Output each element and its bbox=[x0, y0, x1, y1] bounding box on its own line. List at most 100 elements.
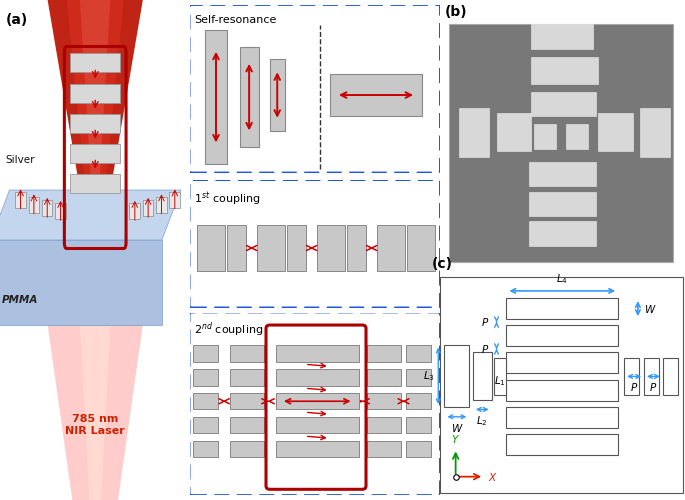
Bar bbox=[317, 224, 345, 272]
Bar bbox=[529, 162, 596, 186]
Text: $X$: $X$ bbox=[488, 470, 497, 482]
Bar bbox=[29, 196, 39, 212]
Bar bbox=[55, 203, 66, 219]
Text: (a): (a) bbox=[5, 12, 28, 26]
Bar bbox=[229, 345, 264, 362]
Bar bbox=[229, 417, 264, 434]
Text: Self-resonance: Self-resonance bbox=[195, 16, 277, 26]
Bar bbox=[532, 56, 598, 84]
Bar bbox=[143, 200, 153, 216]
Bar bbox=[276, 345, 358, 362]
Bar bbox=[367, 417, 401, 434]
Bar bbox=[449, 24, 673, 262]
Text: $P$: $P$ bbox=[630, 382, 638, 394]
Text: $P$: $P$ bbox=[481, 343, 489, 355]
Text: $P$: $P$ bbox=[649, 382, 658, 394]
Bar bbox=[229, 393, 264, 409]
Bar bbox=[506, 352, 618, 373]
Bar bbox=[662, 358, 677, 395]
Bar bbox=[534, 124, 556, 148]
Bar bbox=[156, 196, 166, 212]
Text: $1^{st}$ coupling: $1^{st}$ coupling bbox=[195, 190, 261, 208]
Bar bbox=[367, 345, 401, 362]
Bar bbox=[287, 224, 306, 272]
Polygon shape bbox=[0, 240, 162, 325]
Polygon shape bbox=[48, 325, 143, 500]
Polygon shape bbox=[48, 0, 143, 190]
Bar bbox=[193, 345, 219, 362]
Bar bbox=[473, 352, 492, 400]
Bar bbox=[42, 200, 52, 216]
Text: (b): (b) bbox=[445, 6, 467, 20]
Bar bbox=[506, 298, 618, 319]
Bar bbox=[532, 92, 596, 116]
Bar bbox=[529, 192, 596, 216]
Text: $L_3$: $L_3$ bbox=[423, 369, 434, 382]
Text: PMMA: PMMA bbox=[2, 295, 38, 305]
Bar bbox=[406, 441, 431, 458]
Bar bbox=[71, 174, 120, 193]
Text: $W$: $W$ bbox=[644, 302, 657, 314]
Bar bbox=[169, 192, 180, 208]
Text: Silver: Silver bbox=[5, 155, 35, 165]
Bar bbox=[193, 417, 219, 434]
Bar bbox=[566, 124, 588, 148]
Bar bbox=[205, 30, 227, 164]
Bar bbox=[347, 224, 366, 272]
Bar bbox=[497, 114, 532, 151]
Bar bbox=[506, 434, 618, 454]
Bar bbox=[460, 108, 489, 156]
Text: $P$: $P$ bbox=[481, 316, 489, 328]
Bar bbox=[71, 84, 120, 102]
Bar bbox=[640, 108, 670, 156]
Polygon shape bbox=[66, 325, 124, 500]
Text: $L_1$: $L_1$ bbox=[495, 374, 506, 388]
Bar bbox=[193, 369, 219, 386]
Text: $L_4$: $L_4$ bbox=[556, 272, 569, 286]
Bar bbox=[229, 441, 264, 458]
Bar bbox=[506, 407, 618, 428]
Bar bbox=[329, 74, 422, 116]
Bar bbox=[227, 224, 246, 272]
Bar bbox=[367, 369, 401, 386]
Bar bbox=[229, 369, 264, 386]
Text: 785 nm
NIR Laser: 785 nm NIR Laser bbox=[65, 414, 125, 436]
Polygon shape bbox=[80, 325, 110, 500]
Bar bbox=[598, 114, 633, 151]
Bar bbox=[193, 393, 219, 409]
Bar bbox=[529, 222, 596, 246]
Bar bbox=[506, 325, 618, 346]
Bar bbox=[193, 441, 219, 458]
Bar bbox=[367, 393, 401, 409]
Bar bbox=[624, 358, 639, 395]
Bar bbox=[270, 60, 285, 130]
Text: $W$: $W$ bbox=[451, 422, 463, 434]
Bar bbox=[406, 417, 431, 434]
Bar bbox=[276, 417, 358, 434]
Bar bbox=[71, 54, 120, 72]
Bar bbox=[445, 344, 469, 407]
Text: (c): (c) bbox=[432, 256, 453, 270]
Bar bbox=[406, 393, 431, 409]
Bar bbox=[406, 345, 431, 362]
Bar bbox=[276, 369, 358, 386]
Bar bbox=[532, 24, 593, 48]
Bar bbox=[71, 144, 120, 163]
Bar bbox=[494, 358, 506, 395]
Bar bbox=[276, 441, 358, 458]
Bar bbox=[71, 114, 120, 132]
Bar bbox=[129, 203, 140, 219]
Bar bbox=[240, 47, 258, 148]
Polygon shape bbox=[80, 0, 110, 190]
Bar bbox=[258, 224, 285, 272]
Bar bbox=[408, 224, 435, 272]
Polygon shape bbox=[0, 190, 181, 240]
Text: $Y$: $Y$ bbox=[451, 433, 460, 445]
Text: $2^{nd}$ coupling: $2^{nd}$ coupling bbox=[195, 320, 264, 339]
Bar bbox=[197, 224, 225, 272]
Text: $L_2$: $L_2$ bbox=[477, 414, 488, 428]
Bar bbox=[377, 224, 405, 272]
Bar bbox=[276, 393, 358, 409]
Bar bbox=[506, 380, 618, 401]
Bar bbox=[644, 358, 659, 395]
